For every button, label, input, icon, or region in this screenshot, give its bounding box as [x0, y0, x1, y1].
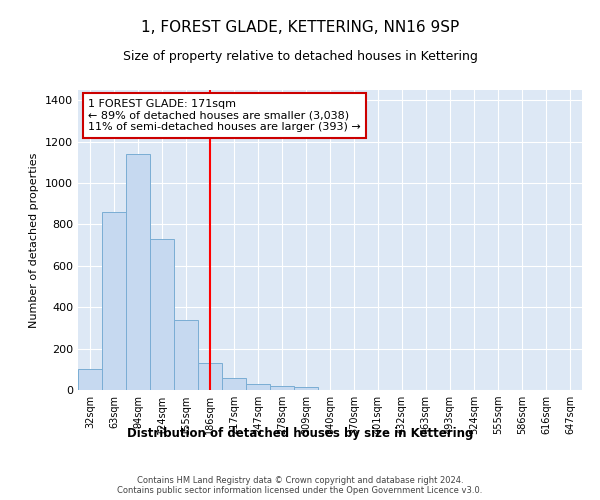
Text: 1 FOREST GLADE: 171sqm
← 89% of detached houses are smaller (3,038)
11% of semi-: 1 FOREST GLADE: 171sqm ← 89% of detached… [88, 99, 361, 132]
Bar [222, 378, 246, 390]
Bar [126, 154, 150, 390]
Text: Distribution of detached houses by size in Kettering: Distribution of detached houses by size … [127, 428, 473, 440]
Bar [102, 212, 126, 390]
Bar [198, 363, 222, 390]
Bar [246, 384, 270, 390]
Bar [174, 320, 198, 390]
Text: Size of property relative to detached houses in Kettering: Size of property relative to detached ho… [122, 50, 478, 63]
Text: Contains HM Land Registry data © Crown copyright and database right 2024.
Contai: Contains HM Land Registry data © Crown c… [118, 476, 482, 495]
Y-axis label: Number of detached properties: Number of detached properties [29, 152, 40, 328]
Bar [294, 387, 318, 390]
Text: 1, FOREST GLADE, KETTERING, NN16 9SP: 1, FOREST GLADE, KETTERING, NN16 9SP [141, 20, 459, 35]
Bar [150, 239, 174, 390]
Bar [270, 386, 294, 390]
Bar [78, 370, 102, 390]
